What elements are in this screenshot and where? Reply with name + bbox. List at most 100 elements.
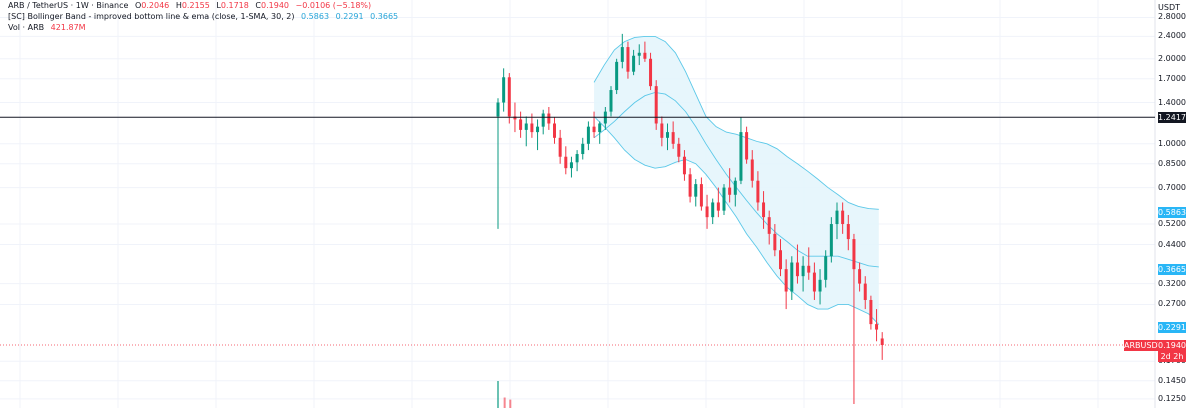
candle — [699, 177, 703, 211]
price-tick-label: 1.4000 — [1158, 97, 1186, 107]
volume-bars — [497, 381, 512, 408]
candle-body — [502, 77, 506, 103]
candle — [829, 217, 833, 263]
candle-body — [660, 123, 664, 138]
volume-bar — [509, 399, 512, 408]
bb-upper-tag: 0.5863 — [1158, 207, 1186, 218]
candle-body — [846, 224, 850, 240]
candle — [694, 179, 698, 207]
candle — [869, 295, 873, 330]
volume-legend[interactable]: Vol · ARB 421.87M — [8, 22, 90, 33]
candle — [654, 80, 658, 130]
bollinger-basis-value: 0.2291 — [335, 12, 364, 21]
bollinger-lower-line — [593, 116, 880, 325]
candle — [728, 168, 732, 203]
candle-body — [671, 132, 675, 144]
bollinger-legend[interactable]: [SC] Bollinger Band - improved bottom li… — [8, 11, 402, 22]
candle — [536, 119, 540, 151]
candle — [818, 269, 822, 305]
candle — [637, 44, 641, 66]
candles — [496, 33, 884, 404]
candle-body — [705, 206, 709, 218]
volume-bar — [497, 381, 499, 408]
candle — [767, 210, 771, 245]
candle — [688, 168, 692, 203]
bollinger-name: [SC] Bollinger Band - improved bottom li… — [8, 12, 295, 21]
candle — [875, 309, 879, 342]
candle-body — [530, 123, 534, 133]
candle — [807, 247, 811, 280]
price-tick-label: 0.3200 — [1158, 278, 1186, 288]
candle-body — [852, 239, 856, 270]
candle-body — [801, 265, 805, 277]
candle-body — [841, 210, 845, 225]
symbol-price-tag: ARBUSDT — [1124, 339, 1163, 351]
candle — [790, 256, 794, 300]
candle-body — [773, 233, 777, 251]
candle-body — [609, 90, 613, 112]
candle-body — [863, 283, 867, 300]
candle — [841, 202, 845, 234]
candle-body — [586, 126, 590, 144]
bb-basis-tag: 0.3665 — [1158, 264, 1186, 275]
candle-body — [784, 269, 788, 292]
candle — [733, 177, 737, 207]
hline-price-tag[interactable]: 1.2417 — [1158, 111, 1186, 123]
candle — [502, 68, 506, 112]
open-value: 0.2046 — [141, 1, 170, 10]
candle-body — [875, 324, 879, 330]
candle — [858, 262, 862, 292]
candle — [722, 184, 726, 215]
candle-body — [711, 202, 715, 218]
candle-body — [615, 61, 619, 91]
candle-body — [592, 126, 596, 133]
countdown-tag: 2d 2h — [1158, 350, 1186, 362]
candle — [586, 121, 590, 151]
bb-lower-tag: 0.2291 — [1158, 322, 1186, 333]
candle-body — [632, 55, 636, 72]
candle — [671, 121, 675, 149]
candle-body — [620, 47, 624, 62]
candle — [598, 121, 602, 144]
price-tick-label: 2.8000 — [1158, 12, 1186, 22]
candle — [835, 202, 839, 240]
candle-body — [649, 58, 653, 87]
candle — [626, 41, 630, 79]
candle-body — [818, 279, 822, 292]
candle — [615, 58, 619, 95]
candle — [649, 52, 653, 91]
candle — [541, 109, 545, 135]
candle — [609, 86, 613, 117]
candle-body — [513, 116, 517, 120]
candle-body — [519, 119, 523, 130]
candle-body — [858, 269, 862, 284]
candle — [507, 73, 511, 124]
candle-body — [524, 123, 528, 130]
candle — [547, 106, 551, 130]
candle-body — [824, 256, 828, 280]
candle-body — [677, 143, 681, 157]
bollinger-upper-line — [593, 35, 879, 210]
close-label: C — [255, 1, 261, 10]
candle-body — [739, 132, 743, 181]
candle — [795, 244, 799, 284]
candle-body — [807, 265, 811, 273]
candle — [705, 194, 709, 229]
candle-body — [812, 272, 816, 292]
low-value: 0.1718 — [220, 1, 249, 10]
candle-body — [722, 187, 726, 211]
candle — [581, 137, 585, 160]
candle-body — [779, 250, 782, 270]
price-tick-label: 0.1450 — [1158, 375, 1186, 385]
bollinger-band — [593, 35, 880, 325]
candle — [660, 116, 664, 147]
price-tick-label: 0.7000 — [1158, 182, 1186, 192]
candle — [677, 137, 681, 163]
bollinger-upper-value: 0.5863 — [301, 12, 330, 21]
candle — [784, 259, 788, 310]
price-tick-label: 2.0000 — [1158, 53, 1186, 63]
candle — [756, 171, 760, 211]
candle — [643, 41, 647, 62]
candle — [666, 123, 669, 151]
